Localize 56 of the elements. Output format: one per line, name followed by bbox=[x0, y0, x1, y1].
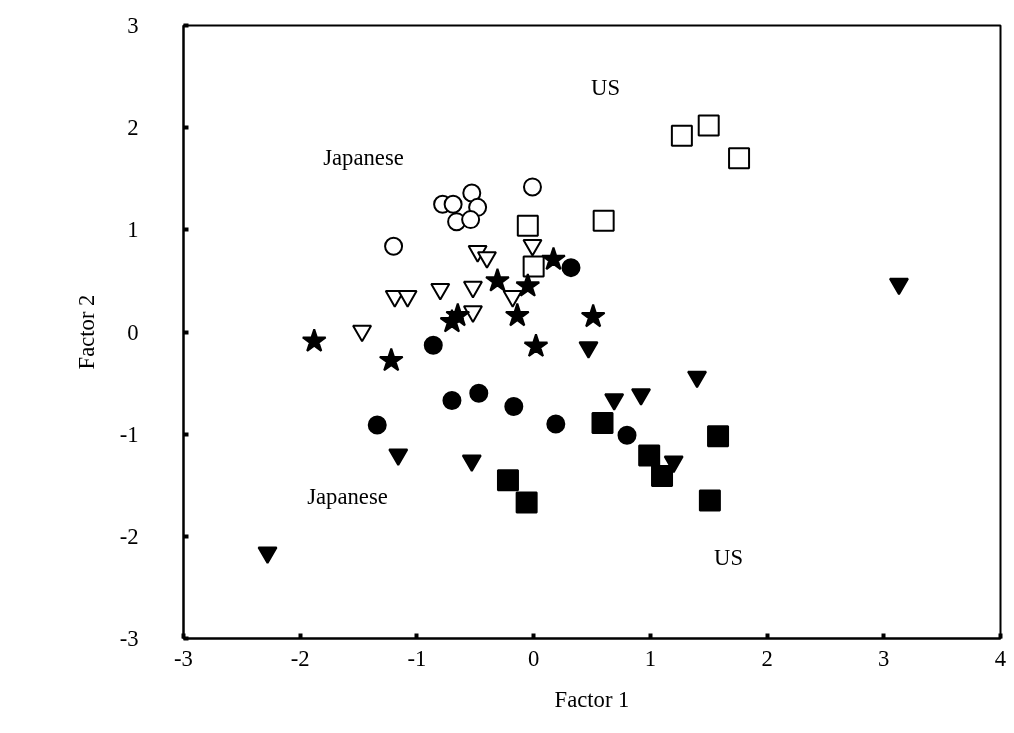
point bbox=[439, 308, 465, 333]
point bbox=[469, 383, 489, 403]
point bbox=[522, 255, 545, 278]
y-tick-label: 0 bbox=[127, 319, 139, 345]
point bbox=[423, 335, 443, 355]
y-tick-label: -3 bbox=[119, 626, 139, 651]
x-tick-label: 1 bbox=[644, 645, 657, 671]
point bbox=[651, 465, 674, 488]
point bbox=[561, 258, 581, 278]
x-tick-label: 3 bbox=[878, 645, 890, 671]
y-tick-label: 1 bbox=[127, 217, 139, 243]
point bbox=[522, 177, 542, 197]
point bbox=[504, 302, 530, 327]
point bbox=[485, 267, 510, 292]
point bbox=[707, 425, 730, 448]
x-tick-label: -2 bbox=[290, 645, 310, 671]
y-tick-label: -1 bbox=[119, 421, 139, 447]
x-tick-label: 0 bbox=[527, 645, 540, 671]
point bbox=[442, 390, 462, 410]
x-axis-title: Factor 1 bbox=[554, 686, 630, 712]
point bbox=[591, 411, 614, 434]
point bbox=[443, 194, 463, 214]
point bbox=[367, 415, 387, 435]
point bbox=[496, 469, 519, 492]
y-tick-label: 3 bbox=[127, 13, 139, 38]
point bbox=[670, 124, 693, 147]
annotation: Japanese bbox=[307, 484, 388, 509]
point bbox=[697, 114, 720, 137]
point bbox=[546, 414, 566, 434]
x-tick-label: -3 bbox=[174, 645, 193, 671]
point bbox=[698, 489, 721, 512]
point bbox=[378, 347, 404, 372]
point bbox=[516, 214, 539, 237]
point bbox=[617, 425, 637, 445]
annotation: US bbox=[714, 545, 743, 570]
y-tick-label: -2 bbox=[119, 523, 139, 549]
x-tick-label: 4 bbox=[994, 645, 1007, 671]
point bbox=[523, 333, 549, 358]
point bbox=[504, 397, 524, 417]
point bbox=[728, 147, 751, 170]
x-tick-label: -1 bbox=[407, 645, 427, 671]
point bbox=[592, 209, 615, 232]
y-tick-label: 2 bbox=[127, 115, 139, 141]
point bbox=[461, 210, 481, 230]
point bbox=[638, 444, 661, 467]
point bbox=[515, 491, 538, 514]
point bbox=[462, 183, 482, 203]
point bbox=[384, 236, 404, 256]
point bbox=[301, 328, 327, 352]
annotation: Japanese bbox=[323, 145, 404, 170]
x-tick-label: 2 bbox=[761, 645, 773, 671]
annotation: US bbox=[591, 75, 620, 100]
y-axis-title: Factor 2 bbox=[73, 294, 99, 370]
point bbox=[515, 273, 541, 297]
point bbox=[580, 303, 606, 328]
point bbox=[541, 246, 566, 271]
